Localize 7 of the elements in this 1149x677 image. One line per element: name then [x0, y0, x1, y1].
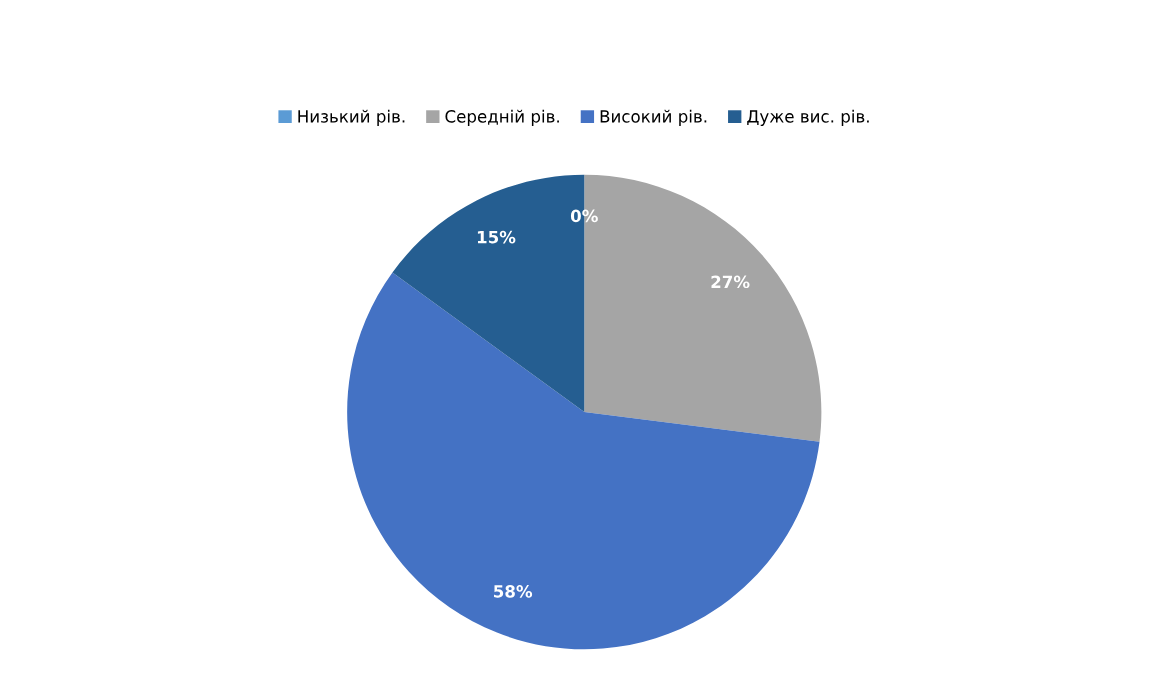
data-label: 15%	[477, 230, 516, 244]
data-label: 27%	[711, 275, 750, 289]
legend-label: Дуже вис. рів.	[747, 109, 869, 126]
data-label: 58%	[494, 585, 533, 598]
legend-label: Низький рів.	[298, 109, 405, 126]
legend-label: Високий рів.	[600, 109, 707, 126]
legend-label: Середній рів.	[445, 109, 559, 126]
